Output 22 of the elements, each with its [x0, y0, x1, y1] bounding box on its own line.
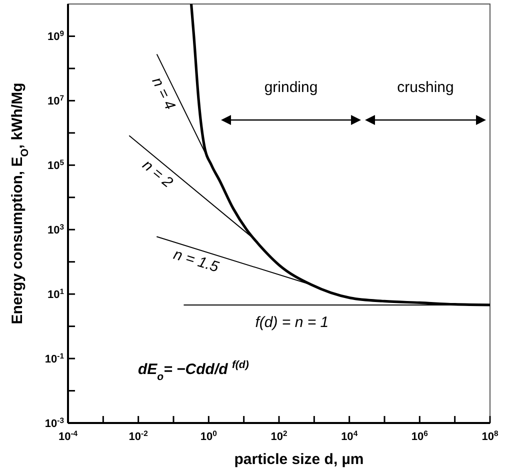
y-tick-label: 10$^{7}$ [47, 93, 64, 108]
y-tick-label: 10$^{-1}$ [44, 351, 65, 366]
x-tick-label: 10$^{0}$ [200, 428, 217, 443]
text: n = 1.5 [171, 246, 222, 276]
x-tick-label: 10$^{6}$ [411, 428, 428, 443]
x-tick-label: 10$^{2}$ [270, 428, 288, 443]
x-tick-label: 10$^{8}$ [482, 428, 499, 443]
y-tick-label: 10$^{-3}$ [44, 416, 64, 430]
annotation: crushing [397, 79, 454, 96]
y-tick-label: 10$^{5}$ [47, 158, 65, 172]
y-tick-label: 10$^{3}$ [47, 222, 64, 237]
text: n = 2 [139, 156, 176, 192]
annotation: dE$_{o}$= −Cdd/d $^{f(d)}$ [138, 359, 250, 383]
annotation: grinding [264, 79, 318, 96]
y-tick-label: 10$^{1}$ [47, 286, 65, 302]
text: n = 4 [148, 74, 178, 113]
series-label: f(d) = n = 1 [255, 314, 329, 331]
x-tick-label: 10$^{-2}$ [128, 428, 148, 443]
x-axis-title: particle size d, µm [234, 451, 364, 468]
x-tick-label: 10$^{4}$ [341, 428, 358, 443]
x-tick-label: 10$^{-4}$ [58, 428, 78, 443]
y-tick-label: 10$^{9}$ [47, 28, 64, 44]
